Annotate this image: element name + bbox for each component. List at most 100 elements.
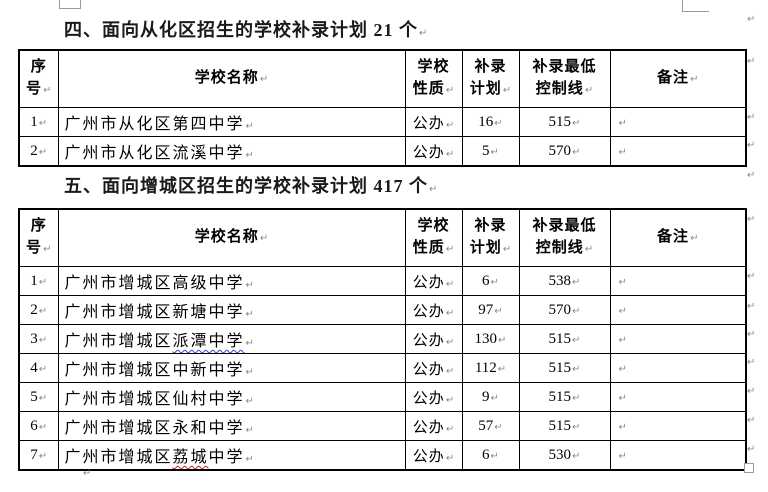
paragraph-mark: ↵ bbox=[618, 147, 627, 158]
cell-school-type[interactable]: 公办↵ bbox=[404, 411, 463, 441]
school-name-text: 中学 bbox=[208, 449, 245, 466]
cell-note[interactable]: ↵ bbox=[609, 353, 747, 383]
min-line-value: 538 bbox=[548, 273, 572, 289]
paragraph-mark: ↵ bbox=[690, 74, 699, 86]
paragraph-mark: ↵ bbox=[445, 148, 455, 160]
cell-no[interactable]: 5↵ bbox=[18, 382, 59, 412]
col-header-school-type[interactable]: 学校 性质↵ bbox=[404, 208, 463, 267]
cell-school-type[interactable]: 公办↵ bbox=[404, 136, 463, 167]
cell-no[interactable]: 2↵ bbox=[18, 136, 59, 167]
cell-plan[interactable]: 9↵ bbox=[461, 382, 520, 412]
cell-plan[interactable]: 57↵ bbox=[461, 411, 520, 441]
cell-min-control-line[interactable]: 515↵ bbox=[518, 324, 611, 354]
cell-school-name[interactable]: 广州市增城区永和中学↵ bbox=[57, 411, 406, 441]
cell-school-type[interactable]: 公办↵ bbox=[404, 324, 463, 354]
cell-plan[interactable]: 16↵ bbox=[461, 107, 520, 137]
cell-school-type[interactable]: 公办↵ bbox=[404, 295, 463, 325]
school-name-text: 广州市增城区永和中学 bbox=[64, 420, 245, 437]
cell-no[interactable]: 1↵ bbox=[18, 107, 59, 137]
cell-school-type[interactable]: 公办↵ bbox=[404, 353, 463, 383]
cell-plan[interactable]: 97↵ bbox=[461, 295, 520, 325]
col-header-note[interactable]: 备注↵ bbox=[609, 49, 747, 108]
cell-note[interactable]: ↵ bbox=[609, 266, 747, 296]
cell-note[interactable]: ↵ bbox=[609, 136, 747, 167]
cell-note[interactable]: ↵ bbox=[609, 411, 747, 441]
header-text: 学校 性质 bbox=[412, 218, 450, 256]
row-number: 5 bbox=[30, 389, 38, 405]
cell-min-control-line[interactable]: 570↵ bbox=[518, 295, 611, 325]
paragraph-mark: ↵ bbox=[245, 425, 254, 436]
col-header-plan[interactable]: 补录 计划↵ bbox=[461, 49, 520, 108]
cell-note[interactable]: ↵ bbox=[609, 324, 747, 354]
cell-school-name[interactable]: 广州市从化区流溪中学↵ bbox=[57, 136, 406, 167]
cell-note[interactable]: ↵ bbox=[609, 440, 747, 471]
paragraph-mark: ↵ bbox=[747, 14, 756, 25]
cell-plan[interactable]: 5↵ bbox=[461, 136, 520, 167]
paragraph-mark: ↵ bbox=[497, 364, 507, 375]
cell-school-type[interactable]: 公办↵ bbox=[404, 266, 463, 296]
school-name-text: 广州市从化区第四中学 bbox=[64, 116, 245, 133]
cell-no[interactable]: 3↵ bbox=[18, 324, 59, 354]
cell-no[interactable]: 2↵ bbox=[18, 295, 59, 325]
paragraph-mark: ↵ bbox=[445, 278, 455, 290]
table-resize-handle[interactable] bbox=[744, 463, 754, 473]
col-header-school-type[interactable]: 学校 性质↵ bbox=[404, 49, 463, 108]
cell-school-name[interactable]: 广州市增城区高级中学↵ bbox=[57, 266, 406, 296]
header-text: 备注 bbox=[657, 229, 690, 246]
cell-school-type[interactable]: 公办↵ bbox=[404, 107, 463, 137]
paragraph-mark: ↵ bbox=[245, 454, 254, 465]
cell-note[interactable]: ↵ bbox=[609, 107, 747, 137]
col-header-min-control-line[interactable]: 补录最低 控制线↵ bbox=[518, 49, 611, 108]
paragraph-mark: ↵ bbox=[747, 357, 756, 368]
cell-min-control-line[interactable]: 570↵ bbox=[518, 136, 611, 167]
cell-no[interactable]: 4↵ bbox=[18, 353, 59, 383]
col-header-min-control-line[interactable]: 补录最低 控制线↵ bbox=[518, 208, 611, 267]
paragraph-mark: ↵ bbox=[43, 244, 52, 255]
cell-school-type[interactable]: 公办↵ bbox=[404, 382, 463, 412]
cell-min-control-line[interactable]: 538↵ bbox=[518, 266, 611, 296]
cell-school-name[interactable]: 广州市增城区荔城中学↵ bbox=[57, 440, 406, 471]
school-type-text: 公办 bbox=[412, 144, 445, 161]
table-row: 3↵ 广州市增城区派潭中学↵ 公办↵ 130↵ 515↵ ↵ bbox=[18, 324, 747, 354]
cell-plan[interactable]: 112↵ bbox=[461, 353, 520, 383]
cell-no[interactable]: 6↵ bbox=[18, 411, 59, 441]
col-header-school-name[interactable]: 学校名称↵ bbox=[57, 208, 406, 267]
paragraph-mark: ↵ bbox=[43, 85, 52, 96]
col-header-no[interactable]: 序 号↵ bbox=[18, 208, 59, 267]
table-row: 4↵ 广州市增城区中新中学↵ 公办↵ 112↵ 515↵ ↵ bbox=[18, 353, 747, 383]
cell-school-name[interactable]: 广州市从化区第四中学↵ bbox=[57, 107, 406, 137]
paragraph-mark: ↵ bbox=[747, 214, 756, 225]
cell-school-name[interactable]: 广州市增城区仙村中学↵ bbox=[57, 382, 406, 412]
cell-note[interactable]: ↵ bbox=[609, 382, 747, 412]
cell-plan[interactable]: 130↵ bbox=[461, 324, 520, 354]
col-header-no[interactable]: 序 号↵ bbox=[18, 49, 59, 108]
row-number: 4 bbox=[30, 360, 38, 376]
cell-no[interactable]: 1↵ bbox=[18, 266, 59, 296]
section-title-conghua[interactable]: 四、面向从化区招生的学校补录计划 21 个↵ bbox=[64, 16, 427, 42]
cell-min-control-line[interactable]: 530↵ bbox=[518, 440, 611, 471]
cell-min-control-line[interactable]: 515↵ bbox=[518, 411, 611, 441]
cell-min-control-line[interactable]: 515↵ bbox=[518, 382, 611, 412]
col-header-plan[interactable]: 补录 计划↵ bbox=[461, 208, 520, 267]
cell-plan[interactable]: 6↵ bbox=[461, 266, 520, 296]
cell-min-control-line[interactable]: 515↵ bbox=[518, 107, 611, 137]
paragraph-mark: ↵ bbox=[747, 271, 756, 282]
cell-school-type[interactable]: 公办↵ bbox=[404, 440, 463, 471]
schools-table: 序 号↵ 学校名称↵ 学校 性质↵ 补录 计划↵ 补录最低 控制线↵ 备注↵ 1↵ 广州市增城… bbox=[18, 208, 747, 471]
section-title-zengcheng[interactable]: 五、面向增城区招生的学校补录计划 417 个↵ bbox=[64, 172, 437, 198]
cell-plan[interactable]: 6↵ bbox=[461, 440, 520, 471]
cell-note[interactable]: ↵ bbox=[609, 295, 747, 325]
plan-value: 112 bbox=[474, 360, 497, 376]
cell-school-name[interactable]: 广州市增城区中新中学↵ bbox=[57, 353, 406, 383]
table-row: 2↵ 广州市增城区新塘中学↵ 公办↵ 97↵ 570↵ ↵ bbox=[18, 295, 747, 325]
paragraph-mark: ↵ bbox=[618, 277, 627, 288]
col-header-note[interactable]: 备注↵ bbox=[609, 208, 747, 267]
col-header-school-name[interactable]: 学校名称↵ bbox=[57, 49, 406, 108]
cell-school-name[interactable]: 广州市增城区派潭中学↵ bbox=[57, 324, 406, 354]
paragraph-mark: ↵ bbox=[38, 422, 48, 433]
cell-school-name[interactable]: 广州市增城区新塘中学↵ bbox=[57, 295, 406, 325]
cell-min-control-line[interactable]: 515↵ bbox=[518, 353, 611, 383]
paragraph-mark: ↵ bbox=[259, 74, 269, 86]
cell-no[interactable]: 7↵ bbox=[18, 440, 59, 471]
